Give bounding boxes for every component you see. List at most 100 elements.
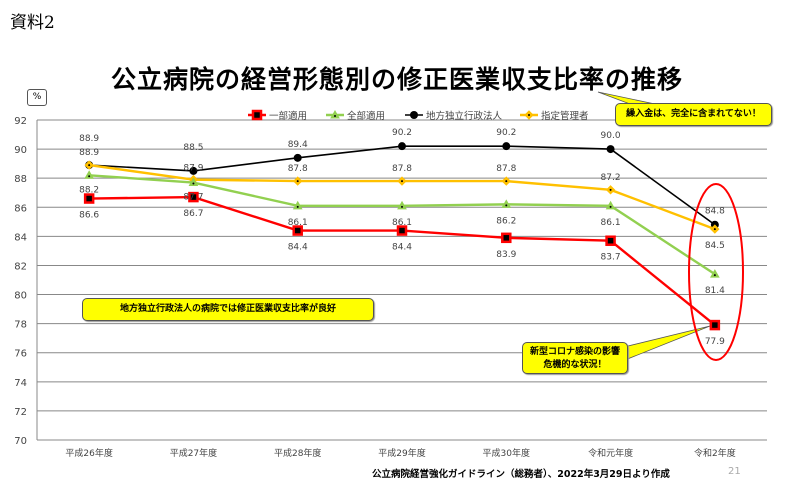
legend-label: 指定管理者 <box>541 110 589 122</box>
source-note: 公立病院経営強化ガイドライン（総務者）、2022年3月29日より作成 <box>372 469 670 480</box>
marker-dot <box>88 175 91 178</box>
data-label: 88.9 <box>79 134 99 144</box>
data-label: 86.1 <box>601 218 621 228</box>
marker-dot <box>713 274 716 277</box>
data-label: 83.9 <box>496 250 516 260</box>
marker-circle <box>502 142 511 151</box>
y-tick-label: 76 <box>14 349 27 360</box>
callout-corona: 新型コロナ感染の影響 危機的な状況！ <box>522 342 628 374</box>
marker-dot <box>528 114 530 116</box>
marker-circle <box>398 142 406 151</box>
marker-square <box>396 225 408 236</box>
data-label: 87.8 <box>496 164 516 174</box>
marker-circle <box>293 153 302 162</box>
y-tick-label: 88 <box>14 174 27 185</box>
marker-square <box>709 319 721 331</box>
marker-dot <box>334 115 336 117</box>
data-label: 88.5 <box>183 143 203 153</box>
data-label: 90.2 <box>392 128 412 138</box>
data-label: 81.4 <box>705 286 725 296</box>
data-label: 86.6 <box>79 211 99 221</box>
y-tick-label: 80 <box>14 291 27 302</box>
marker-dot <box>505 204 508 207</box>
marker-dot <box>192 182 195 185</box>
marker-square <box>605 235 616 246</box>
marker-dot <box>88 164 91 167</box>
marker-triangle <box>188 177 199 187</box>
data-label: 87.2 <box>601 173 621 183</box>
marker-square <box>292 225 303 236</box>
y-tick-label: 70 <box>14 436 27 447</box>
document-label: 資料2 <box>10 13 55 33</box>
callout-transfer: 繰入金は、完全に含まれてない！ <box>615 103 772 126</box>
data-label: 86.2 <box>496 216 516 226</box>
marker-square <box>251 109 263 121</box>
data-label: 84.4 <box>288 243 308 253</box>
y-tick-label: 90 <box>14 145 27 156</box>
marker-triangle <box>709 269 720 278</box>
marker-dot <box>401 180 403 183</box>
callout-corona-line2: 危機的な状況！ <box>543 360 607 370</box>
data-label: 84.8 <box>705 207 725 217</box>
legend-label: 一部適用 <box>269 110 307 122</box>
marker-triangle <box>605 200 616 210</box>
x-tick-label: 平成29年度 <box>378 447 425 459</box>
page-number: 21 <box>728 466 741 477</box>
y-tick-label: 78 <box>14 320 27 331</box>
marker-dot <box>505 180 508 183</box>
data-label: 84.4 <box>392 243 412 253</box>
marker-dot <box>401 205 403 208</box>
marker-triangle <box>330 109 340 119</box>
marker-circle <box>410 111 418 119</box>
y-tick-label: 86 <box>14 203 27 214</box>
data-label: 90.2 <box>496 128 516 138</box>
marker-dot <box>296 180 299 183</box>
marker-circle <box>606 145 615 154</box>
marker-dot <box>713 228 716 231</box>
y-tick-label: 84 <box>14 232 27 243</box>
marker-triangle <box>84 170 95 179</box>
data-label: 77.9 <box>705 337 725 347</box>
data-label: 86.7 <box>183 209 203 219</box>
y-tick-label: 74 <box>14 378 27 389</box>
data-label: 88.2 <box>79 185 99 195</box>
callout-independent: 地方独立行政法人の病院では修正医業収支比率が良好 <box>82 298 374 321</box>
data-label: 87.7 <box>183 193 203 203</box>
chart-title: 公立病院の経営形態別の修正医業収支比率の推移 <box>110 65 683 94</box>
data-label: 83.7 <box>601 253 621 263</box>
unit-label: % <box>27 89 47 106</box>
data-label: 90.0 <box>601 131 621 141</box>
legend-label: 全部適用 <box>347 110 385 122</box>
marker-triangle <box>397 200 407 210</box>
marker-triangle <box>501 199 512 208</box>
callout-corona-line1: 新型コロナ感染の影響 <box>529 347 620 357</box>
marker-square <box>501 232 512 244</box>
y-tick-label: 82 <box>14 261 27 272</box>
x-tick-label: 令和2年度 <box>694 447 736 459</box>
marker-square <box>188 191 199 203</box>
x-tick-label: 平成30年度 <box>483 447 530 459</box>
data-label: 84.5 <box>705 241 725 251</box>
x-tick-label: 平成28年度 <box>274 447 321 459</box>
legend-label: 地方独立行政法人 <box>426 110 503 122</box>
x-tick-label: 平成26年度 <box>65 447 112 459</box>
marker-dot <box>296 205 299 208</box>
marker-triangle <box>292 200 303 210</box>
data-label: 88.9 <box>79 148 99 158</box>
y-tick-label: 92 <box>14 116 27 127</box>
data-label: 89.4 <box>288 140 308 150</box>
x-tick-label: 平成27年度 <box>170 447 217 459</box>
marker-dot <box>609 205 612 208</box>
highlight-ellipse <box>688 183 744 361</box>
data-label: 86.1 <box>392 218 412 228</box>
data-label: 87.9 <box>183 164 203 174</box>
y-tick-label: 72 <box>14 407 27 418</box>
data-label: 87.8 <box>288 164 308 174</box>
data-label: 87.8 <box>392 164 412 174</box>
x-tick-label: 令和元年度 <box>588 447 633 459</box>
marker-circle <box>189 166 198 175</box>
data-label: 86.1 <box>288 218 308 228</box>
marker-dot <box>609 188 612 191</box>
marker-square <box>83 193 95 204</box>
